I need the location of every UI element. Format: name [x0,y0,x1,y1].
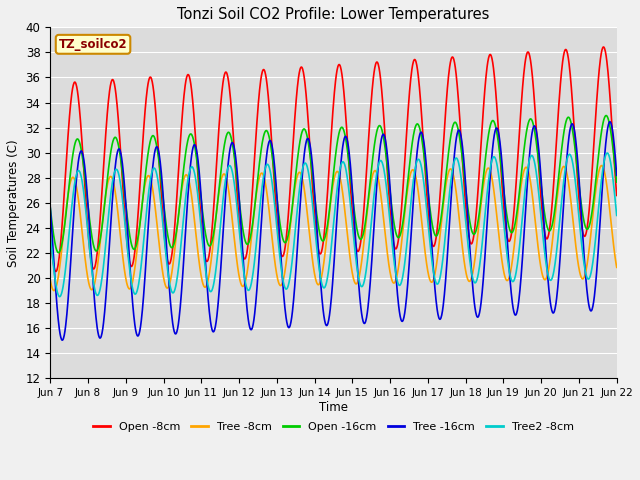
X-axis label: Time: Time [319,401,348,414]
Open -8cm [613,192,621,198]
Open -16cm [91,246,99,252]
Tree2 -8cm [287,268,295,274]
Open -16cm [369,154,377,159]
Tree -16cm [369,240,377,246]
Line: Tree2 -8cm: Tree2 -8cm [50,153,617,297]
Open -16cm [299,128,307,133]
Tree2 -8cm [604,150,611,156]
Open -16cm [287,215,295,221]
Title: Tonzi Soil CO2 Profile: Lower Temperatures: Tonzi Soil CO2 Profile: Lower Temperatur… [177,7,490,22]
Tree -8cm [299,177,307,183]
Open -8cm [299,66,307,72]
Tree -16cm [58,337,66,343]
Open -8cm [287,174,295,180]
Tree -8cm [309,260,317,266]
Tree -16cm [606,119,614,125]
Line: Open -8cm: Open -8cm [50,47,617,272]
Tree -16cm [91,297,99,303]
Open -8cm [309,189,317,195]
Open -8cm [600,44,607,50]
Line: Open -16cm: Open -16cm [50,116,617,252]
Tree -8cm [598,163,605,168]
Open -16cm [54,250,62,255]
Tree -16cm [114,149,122,155]
Tree -8cm [287,217,295,223]
Open -16cm [46,204,54,210]
Tree -8cm [114,206,122,212]
Open -8cm [52,269,60,275]
Tree2 -8cm [309,205,317,211]
Line: Tree -16cm: Tree -16cm [50,122,617,340]
Open -8cm [369,79,377,84]
Tree2 -8cm [46,231,54,237]
Tree -16cm [613,172,621,178]
Tree2 -8cm [91,285,99,291]
Legend: Open -8cm, Tree -8cm, Open -16cm, Tree -16cm, Tree2 -8cm: Open -8cm, Tree -8cm, Open -16cm, Tree -… [89,417,578,436]
Tree -8cm [369,171,377,177]
Tree -16cm [299,168,307,174]
Open -16cm [114,138,122,144]
Open -16cm [613,179,621,185]
Line: Tree -8cm: Tree -8cm [50,166,617,290]
Tree -8cm [613,264,621,270]
Tree2 -8cm [56,294,63,300]
Open -8cm [91,265,99,271]
Tree -8cm [91,281,99,287]
Open -16cm [309,177,317,182]
Tree -16cm [309,167,317,173]
Tree2 -8cm [369,203,377,209]
Open -16cm [602,113,610,119]
Tree -8cm [50,288,58,293]
Open -8cm [114,107,122,112]
Tree2 -8cm [114,168,122,173]
Tree -16cm [287,319,295,325]
Tree -16cm [46,204,54,210]
Open -8cm [46,230,54,236]
Y-axis label: Soil Temperatures (C): Soil Temperatures (C) [7,139,20,267]
Tree2 -8cm [299,166,307,171]
Tree2 -8cm [613,213,621,218]
Tree -8cm [46,277,54,283]
Text: TZ_soilco2: TZ_soilco2 [59,38,127,51]
